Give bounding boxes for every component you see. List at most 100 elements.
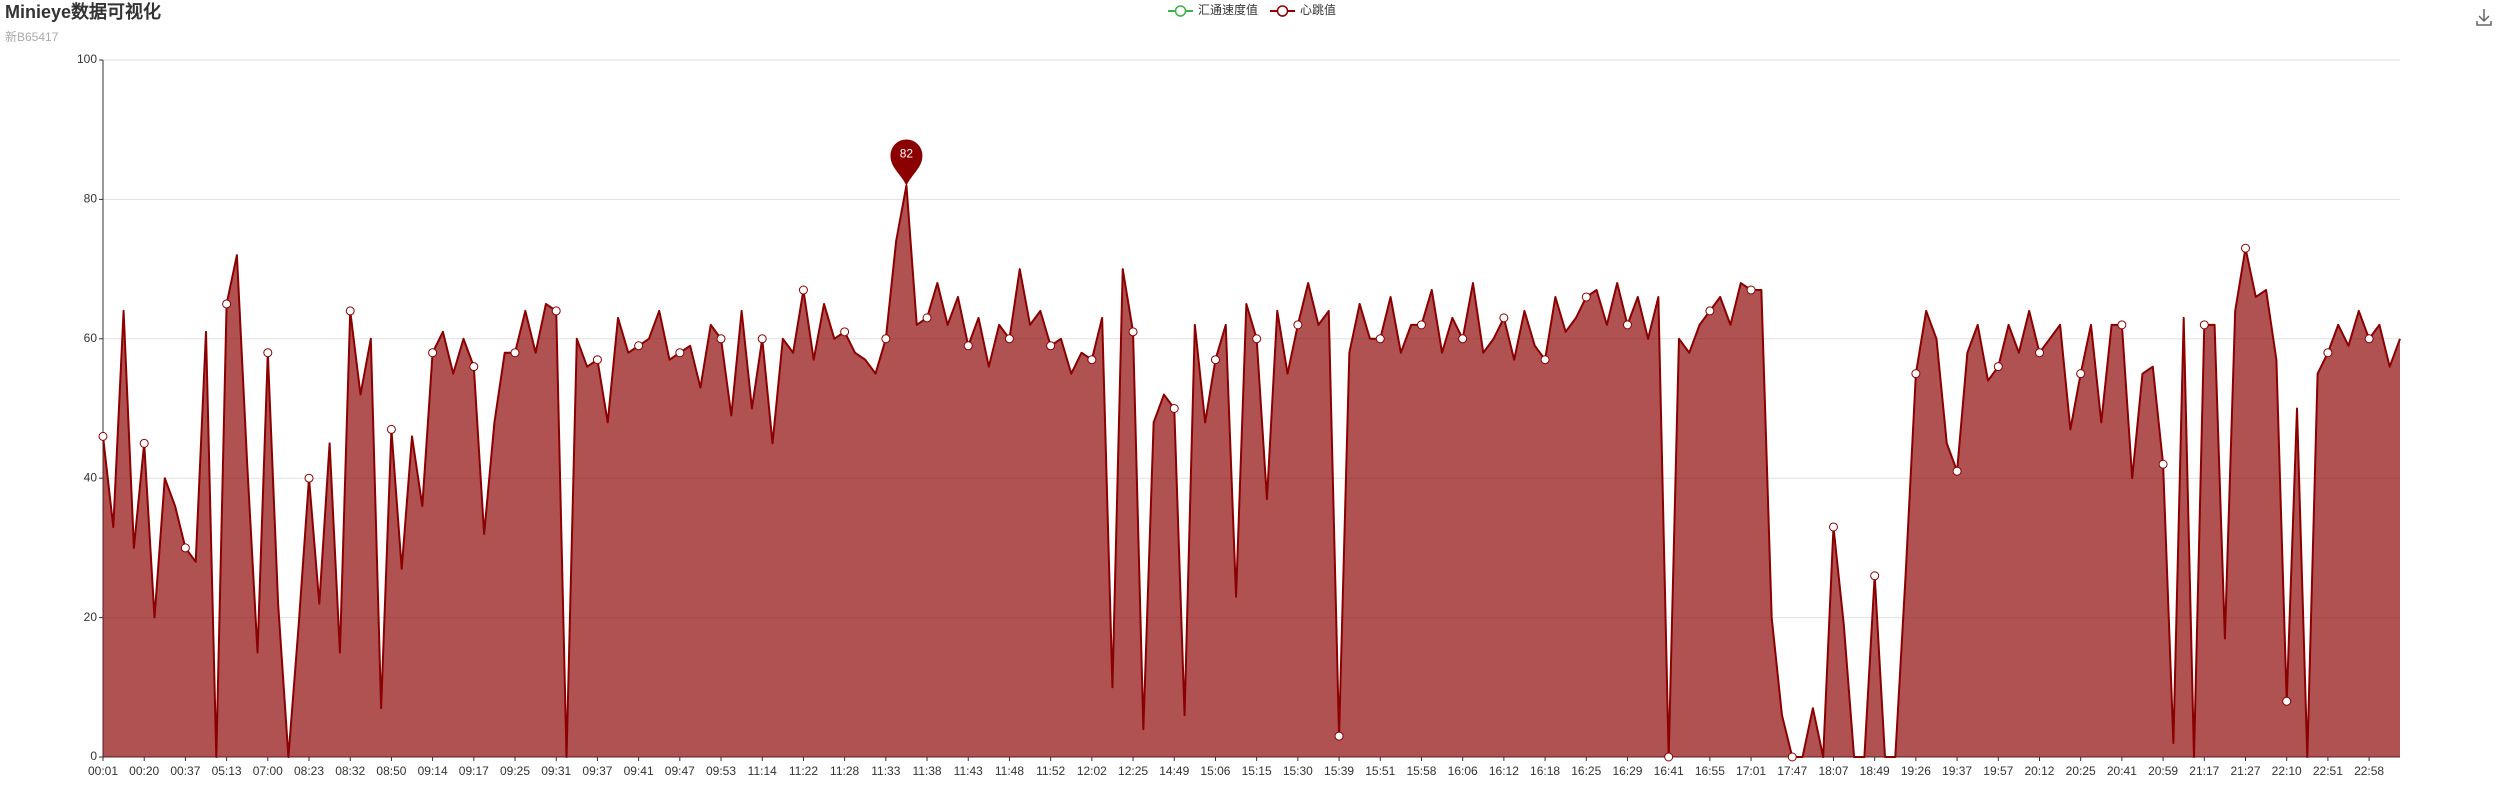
point	[963, 341, 973, 351]
point	[1828, 522, 1838, 532]
x-tick-label: 19:37	[1942, 764, 1972, 778]
point	[1787, 752, 1797, 762]
y-tick-label: 100	[77, 52, 97, 66]
point	[2117, 320, 2127, 330]
point	[634, 341, 644, 351]
x-tick-label: 17:47	[1777, 764, 1807, 778]
point	[1952, 466, 1962, 476]
x-tick-label: 20:59	[2148, 764, 2178, 778]
x-tick-label: 19:57	[1983, 764, 2013, 778]
point	[1499, 313, 1509, 323]
max-pin-label: 82	[900, 147, 914, 161]
download-icon	[2476, 9, 2492, 26]
point	[1169, 404, 1179, 413]
x-tick-label: 20:25	[2066, 764, 2096, 778]
x-tick-label: 21:17	[2189, 764, 2219, 778]
point	[428, 348, 438, 358]
legend-symbol	[1276, 5, 1289, 17]
point	[1458, 334, 1468, 344]
y-tick-label: 60	[84, 331, 98, 345]
point	[1334, 731, 1344, 741]
point	[2323, 348, 2333, 358]
x-tick-label: 16:12	[1489, 764, 1519, 778]
point	[1540, 355, 1550, 365]
legend-symbol	[1174, 5, 1187, 17]
x-tick-label: 15:30	[1283, 764, 1313, 778]
point	[922, 313, 932, 323]
x-tick-label: 09:17	[459, 764, 489, 778]
point	[98, 431, 108, 441]
point	[881, 334, 891, 344]
x-tick-label: 11:52	[1036, 764, 1065, 778]
x-tick-label: 16:41	[1654, 764, 1684, 778]
point	[386, 424, 396, 434]
point	[840, 327, 850, 337]
point	[1705, 306, 1715, 316]
point	[304, 473, 314, 483]
x-tick-label: 21:27	[2230, 764, 2260, 778]
x-tick-label: 12:02	[1077, 764, 1107, 778]
x-tick-label: 17:01	[1736, 764, 1766, 778]
y-tick-label: 20	[84, 610, 98, 624]
x-tick-label: 09:14	[418, 764, 448, 778]
x-tick-label: 08:50	[376, 764, 406, 778]
point	[798, 285, 808, 295]
y-tick-label: 80	[84, 192, 98, 206]
x-tick-label: 14:49	[1159, 764, 1189, 778]
y-tick-label: 40	[84, 470, 98, 484]
chart-title: Minieye数据可视化	[5, 1, 161, 22]
point	[1993, 362, 2003, 372]
x-tick-label: 05:13	[212, 764, 242, 778]
point	[1911, 369, 1921, 379]
x-tick-label: 20:12	[2024, 764, 2054, 778]
point	[1622, 320, 1632, 330]
point	[1128, 327, 1138, 337]
point	[1581, 292, 1591, 302]
x-tick-label: 09:37	[582, 764, 612, 778]
x-tick-label: 00:37	[170, 764, 200, 778]
x-tick-label: 11:14	[748, 764, 777, 778]
x-tick-label: 20:41	[2107, 764, 2137, 778]
x-tick-label: 11:33	[871, 764, 900, 778]
point	[675, 348, 685, 358]
download-button[interactable]	[2476, 9, 2492, 26]
x-tick-label: 12:25	[1118, 764, 1148, 778]
x-tick-label: 15:58	[1406, 764, 1436, 778]
x-tick-label: 15:06	[1200, 764, 1230, 778]
x-tick-label: 15:39	[1324, 764, 1354, 778]
x-tick-label: 08:23	[294, 764, 324, 778]
point	[2034, 348, 2044, 358]
x-tick-label: 19:26	[1901, 764, 1931, 778]
x-tick-label: 09:53	[706, 764, 736, 778]
point	[180, 543, 190, 553]
point	[1375, 334, 1385, 344]
point	[1252, 334, 1262, 344]
x-tick-label: 11:22	[789, 764, 818, 778]
point	[1664, 752, 1674, 762]
y-tick-label: 0	[90, 749, 97, 763]
point	[2199, 320, 2209, 330]
x-tick-label: 09:41	[624, 764, 654, 778]
x-tick-label: 09:47	[665, 764, 695, 778]
x-tick-label: 16:29	[1612, 764, 1642, 778]
point	[1416, 320, 1426, 330]
x-tick-label: 18:07	[1818, 764, 1848, 778]
point	[469, 362, 479, 372]
x-tick-label: 11:48	[995, 764, 1024, 778]
point	[716, 334, 726, 344]
legend: 汇通速度值 心跳值	[1168, 2, 1336, 17]
x-tick-label: 09:31	[541, 764, 571, 778]
point	[222, 299, 232, 309]
legend-label: 汇通速度值	[1198, 2, 1258, 17]
point	[345, 306, 355, 316]
x-tick-label: 15:15	[1242, 764, 1272, 778]
point	[2282, 696, 2292, 706]
point	[1746, 285, 1756, 295]
point	[2076, 369, 2086, 379]
point	[1870, 571, 1880, 581]
x-tick-label: 11:28	[830, 764, 859, 778]
point	[510, 348, 520, 358]
x-tick-label: 00:01	[88, 764, 118, 778]
legend-label: 心跳值	[1300, 2, 1336, 17]
